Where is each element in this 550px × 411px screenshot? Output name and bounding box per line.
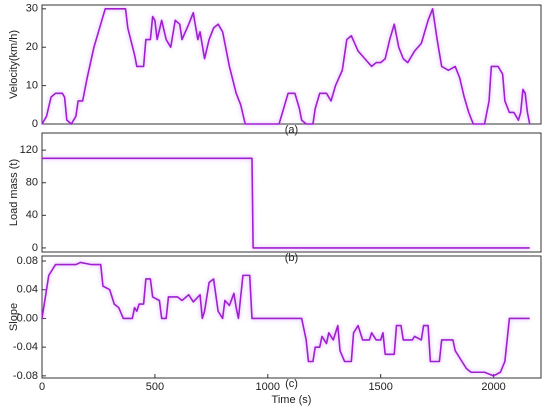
y-tick-label: 30 (26, 3, 38, 15)
y-tick-label: -0.08 (13, 370, 38, 382)
x-tick-label: 2000 (481, 381, 505, 393)
y-axis-label: Velocity(km/h) (8, 30, 20, 99)
y-axis-label: Slope (8, 303, 20, 331)
data-line (41, 261, 530, 377)
y-tick-label: 0.08 (17, 255, 38, 267)
x-tick-label: 1000 (256, 381, 280, 393)
x-axis-label: Time (s) (272, 394, 312, 406)
y-tick-label: 0.00 (17, 312, 38, 324)
panel-label: (b) (285, 252, 298, 264)
data-line (41, 8, 531, 125)
plot-frame (41, 4, 542, 125)
plot-frame (41, 132, 542, 253)
y-tick-label: 120 (20, 144, 38, 156)
x-tick-label: 0 (39, 381, 45, 393)
y-tick-label: 0.04 (17, 284, 38, 296)
y-tick-label: 40 (26, 209, 38, 221)
x-tick-label: 1500 (368, 381, 392, 393)
y-tick-label: 10 (26, 80, 38, 92)
y-axis-label: Load mass (t) (8, 159, 20, 226)
y-tick-label: 0 (32, 118, 38, 130)
plot-frame (41, 255, 542, 379)
y-tick-label: 20 (26, 41, 38, 53)
y-tick-label: 0 (32, 242, 38, 254)
y-tick-label: -0.04 (13, 341, 38, 353)
panel-label: (c) (285, 378, 298, 390)
data-line (42, 157, 530, 249)
panel-label: (a) (285, 124, 298, 136)
x-tick-label: 500 (146, 381, 164, 393)
y-tick-label: 80 (26, 177, 38, 189)
